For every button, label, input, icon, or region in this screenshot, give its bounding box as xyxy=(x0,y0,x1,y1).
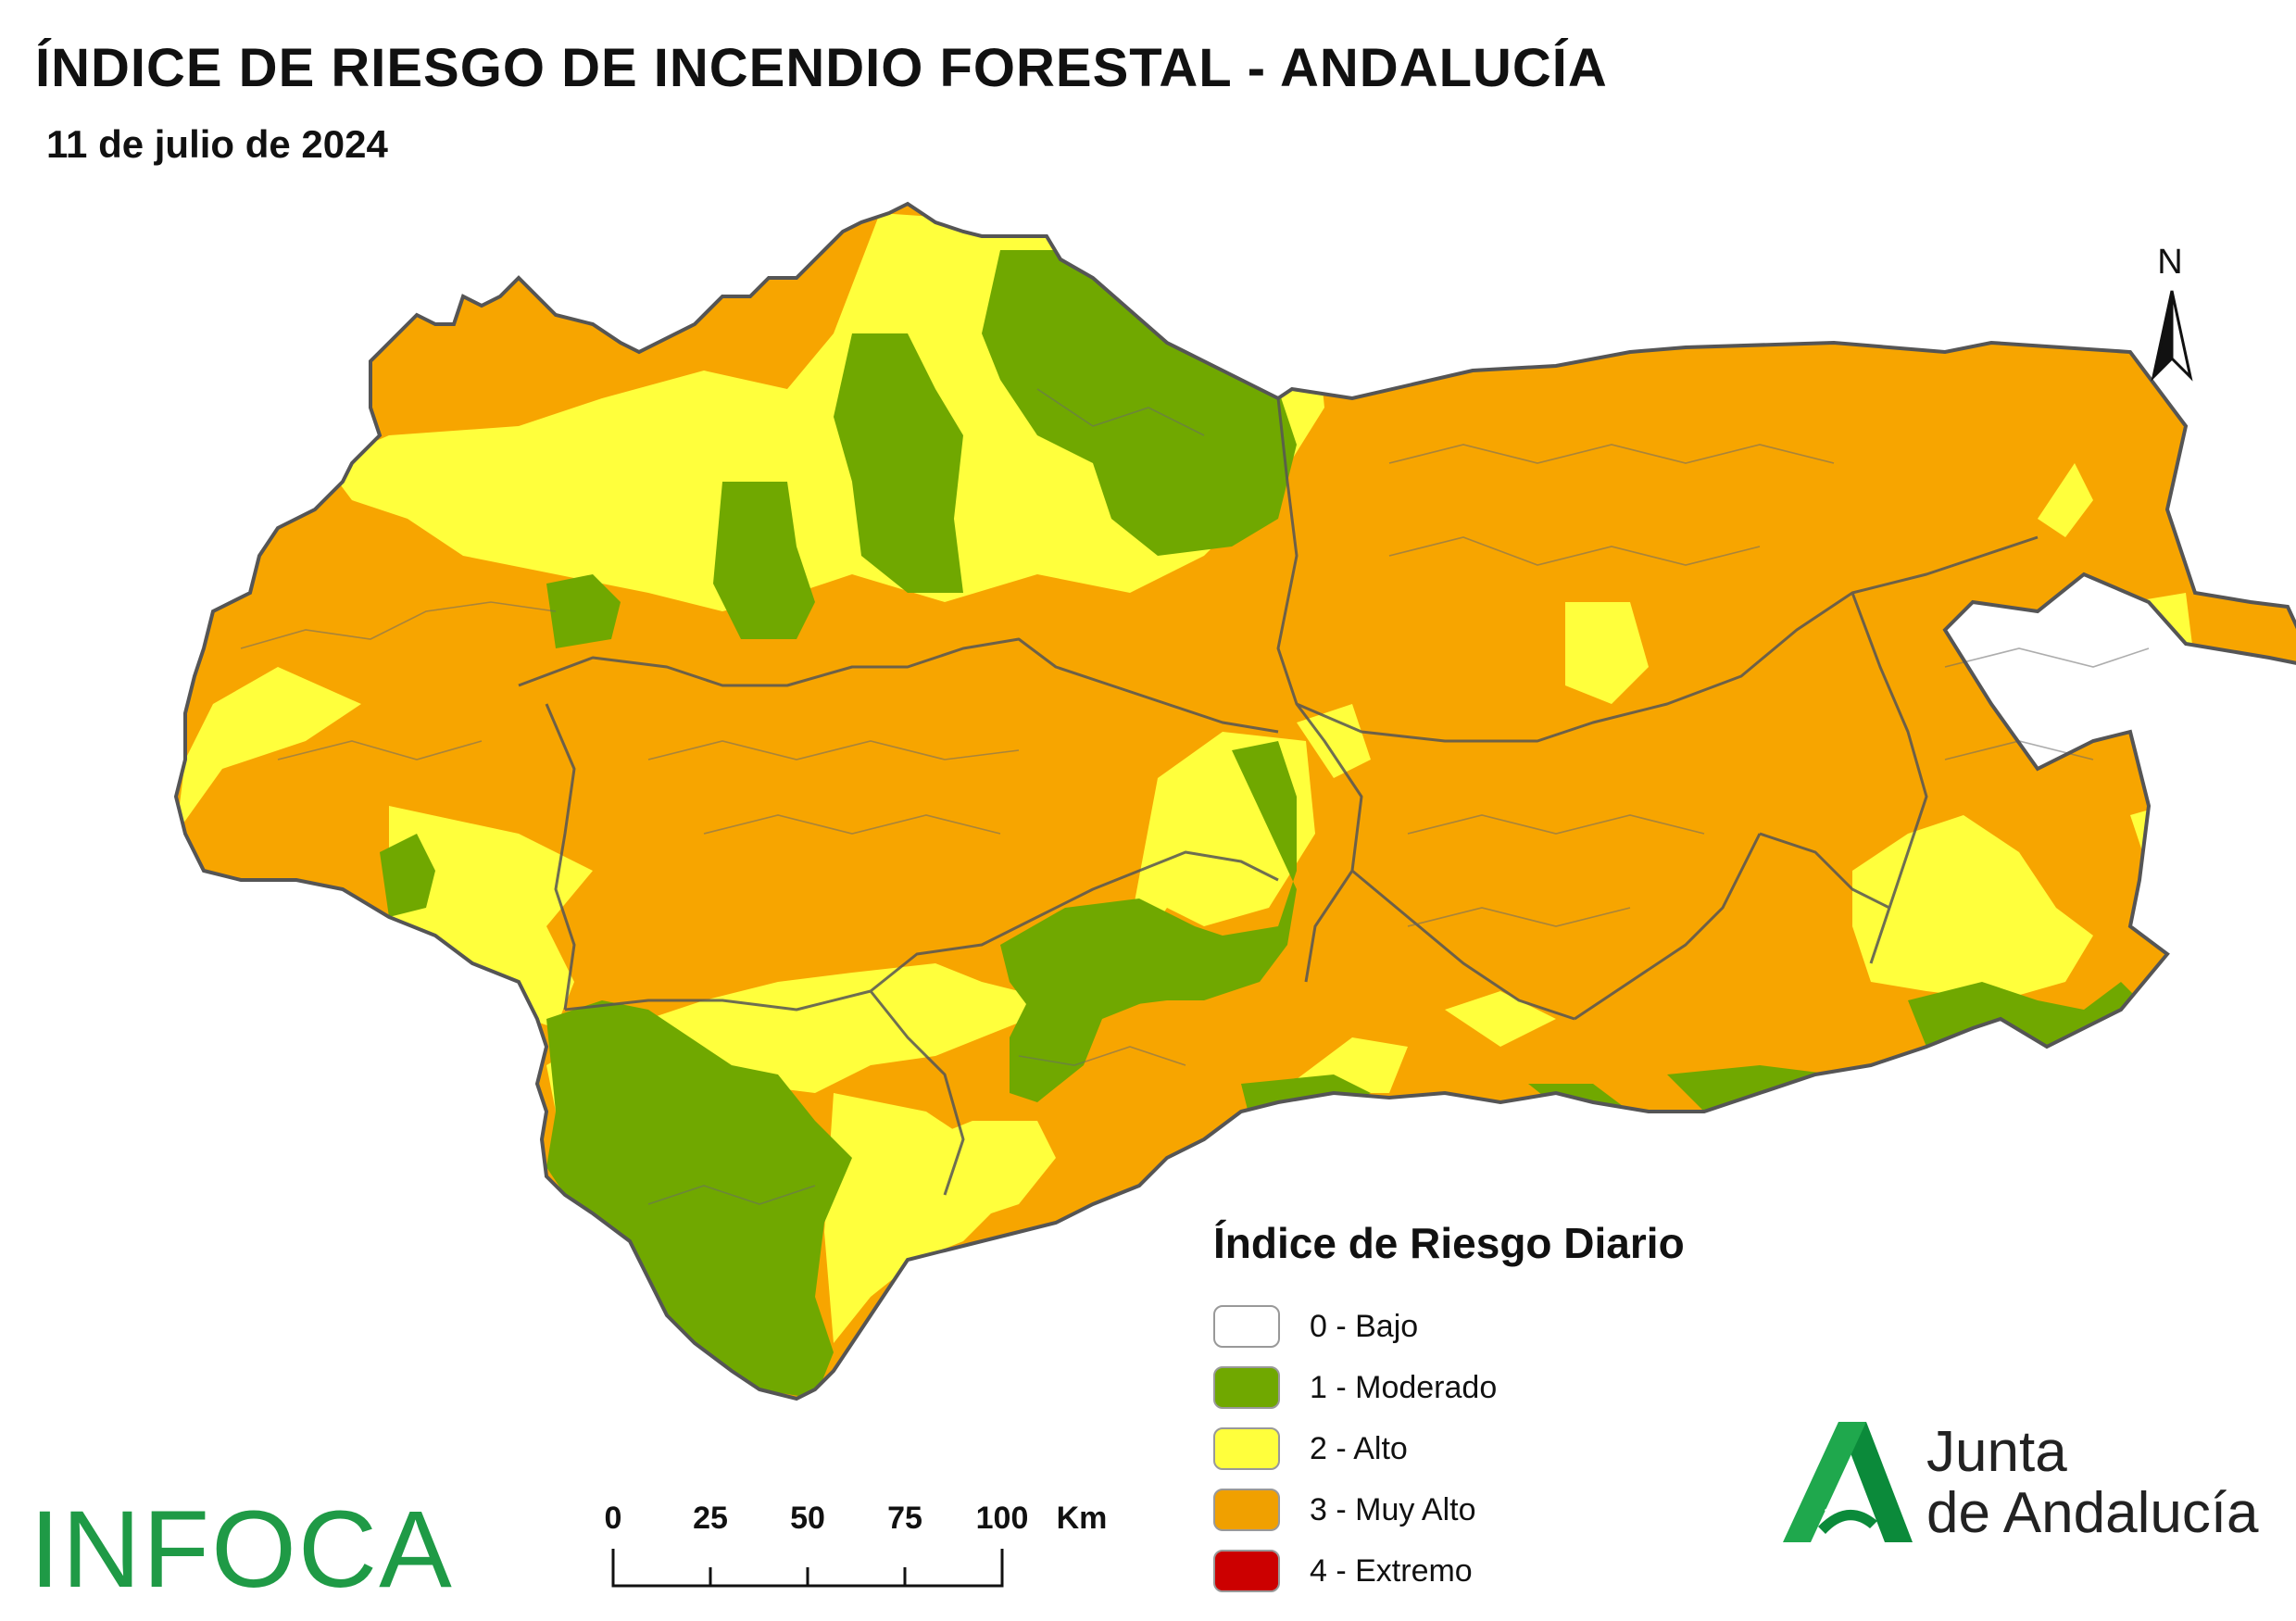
junta-andalucia-wordmark: Junta de Andalucía xyxy=(1926,1422,2259,1544)
legend-swatch-alto xyxy=(1213,1427,1280,1470)
map-title: ÍNDICE DE RIESGO DE INCENDIO FORESTAL - … xyxy=(35,38,1608,98)
infoca-logo: INFOCA xyxy=(30,1489,454,1611)
legend-item-alto: 2 - Alto xyxy=(1213,1418,1685,1479)
legend-swatch-extremo xyxy=(1213,1550,1280,1592)
legend-label-muy-alto: 3 - Muy Alto xyxy=(1310,1491,1476,1527)
junta-line1: Junta xyxy=(1926,1420,2067,1484)
junta-andalucia-logo-icon xyxy=(1783,1422,1913,1542)
scale-bar: 0 25 50 75 100 Km xyxy=(605,1501,1108,1588)
legend-item-bajo: 0 - Bajo xyxy=(1213,1296,1685,1357)
north-arrow-icon xyxy=(2151,290,2193,382)
scale-tick-25: 25 xyxy=(693,1501,728,1536)
scale-tick-50: 50 xyxy=(790,1501,825,1536)
legend-label-extremo: 4 - Extremo xyxy=(1310,1552,1473,1589)
scale-tick-100: 100 xyxy=(976,1501,1029,1536)
north-label: N xyxy=(2157,243,2183,282)
scale-tick-75: 75 xyxy=(887,1501,922,1536)
legend-label-alto: 2 - Alto xyxy=(1310,1430,1408,1466)
scale-unit: Km xyxy=(1057,1501,1108,1536)
legend-label-bajo: 0 - Bajo xyxy=(1310,1308,1419,1344)
junta-line2: de Andalucía xyxy=(1926,1481,2259,1545)
legend-item-extremo: 4 - Extremo xyxy=(1213,1540,1685,1602)
legend-swatch-bajo xyxy=(1213,1305,1280,1348)
scale-tick-0: 0 xyxy=(605,1501,622,1536)
map-date: 11 de julio de 2024 xyxy=(46,122,388,166)
legend: Índice de Riesgo Diario 0 - Bajo 1 - Mod… xyxy=(1213,1218,1685,1602)
legend-label-moderado: 1 - Moderado xyxy=(1310,1369,1498,1405)
legend-swatch-moderado xyxy=(1213,1366,1280,1409)
legend-item-muy-alto: 3 - Muy Alto xyxy=(1213,1479,1685,1540)
legend-item-moderado: 1 - Moderado xyxy=(1213,1357,1685,1418)
legend-title: Índice de Riesgo Diario xyxy=(1213,1219,1685,1267)
legend-swatch-muy-alto xyxy=(1213,1489,1280,1531)
